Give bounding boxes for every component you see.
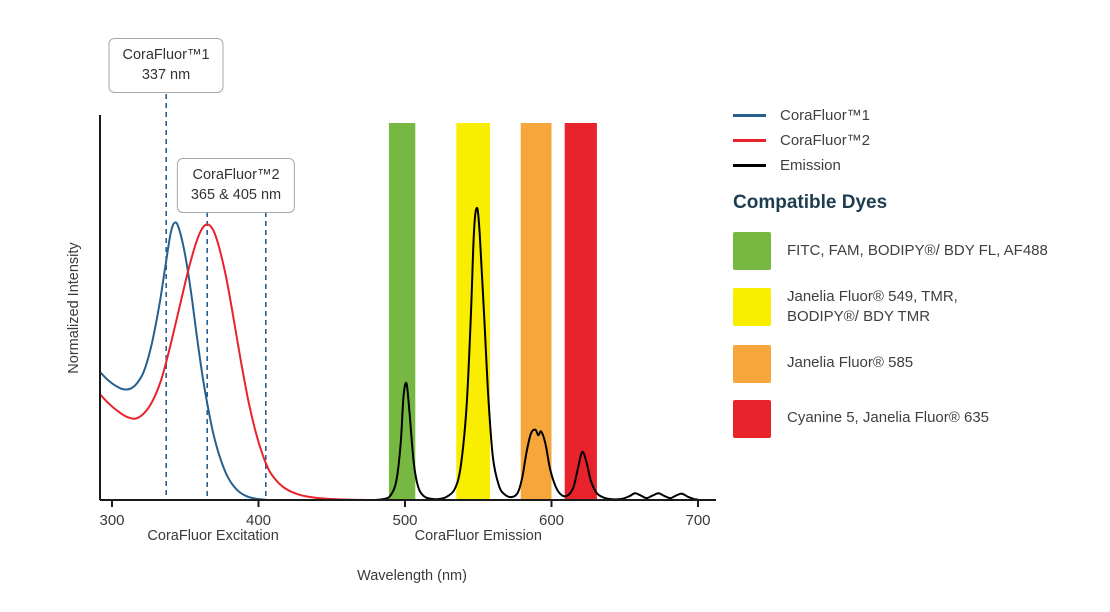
curve-excitation-corafluor2 bbox=[99, 223, 369, 501]
red-dye-swatch bbox=[733, 399, 771, 438]
legend-item-corafluor2: CoraFluor™2 bbox=[733, 131, 1101, 149]
filter-band-JF549-TMR-band bbox=[456, 123, 490, 500]
filter-band-JF585-band bbox=[520, 123, 552, 500]
corafluor2-line-swatch bbox=[733, 138, 766, 142]
dye-item-jf549: Janelia Fluor® 549, TMR, BODIPY®/ BDY TM… bbox=[733, 287, 1101, 328]
dye-item-cy5: Cyanine 5, Janelia Fluor® 635 bbox=[733, 399, 1101, 438]
callout-corafluor1-value: 337 nm bbox=[141, 67, 191, 84]
callout-corafluor2-value: 365 & 405 nm bbox=[190, 187, 282, 204]
compatible-dyes-heading: Compatible Dyes bbox=[733, 192, 888, 213]
filter-band-Cy5-JF635-band bbox=[564, 123, 597, 500]
dye-label-jf585: Janelia Fluor® 585 bbox=[787, 354, 914, 372]
callout-corafluor1-title: CoraFluor™1 bbox=[122, 47, 210, 63]
x-tick-label: 600 bbox=[539, 512, 564, 529]
green-dye-swatch bbox=[733, 232, 771, 270]
callout-corafluor1: CoraFluor™1 337 nm bbox=[108, 38, 224, 93]
dye-label-cy5: Cyanine 5, Janelia Fluor® 635 bbox=[787, 409, 990, 427]
orange-dye-swatch bbox=[733, 344, 771, 383]
emission-line-swatch bbox=[733, 163, 766, 167]
legend-series-list: CoraFluor™1 CoraFluor™2 Emission bbox=[733, 106, 1101, 174]
legend-item-corafluor1: CoraFluor™1 bbox=[733, 106, 1101, 124]
x-tick-label: 400 bbox=[246, 512, 271, 529]
legend-item-emission: Emission bbox=[733, 156, 1101, 174]
y-axis-title: Normalized Intensity bbox=[66, 242, 82, 374]
x-tick-label: 300 bbox=[99, 512, 124, 529]
dye-label-jf549: Janelia Fluor® 549, TMR, BODIPY®/ BDY TM… bbox=[787, 288, 958, 326]
callout-corafluor2: CoraFluor™2 365 & 405 nm bbox=[176, 158, 296, 213]
legend-label-corafluor1: CoraFluor™1 bbox=[780, 106, 871, 124]
legend-panel: CoraFluor™1 CoraFluor™2 Emission Compati… bbox=[733, 107, 1101, 455]
legend-label-emission: Emission bbox=[780, 156, 841, 174]
axis-section-label-0: CoraFluor Excitation bbox=[147, 528, 278, 544]
axis-section-label-1: CoraFluor Emission bbox=[415, 528, 542, 544]
x-tick-label: 700 bbox=[685, 512, 710, 529]
yellow-dye-swatch bbox=[733, 288, 771, 327]
curve-excitation-corafluor1 bbox=[99, 221, 268, 501]
x-axis-title: Wavelength (nm) bbox=[357, 568, 467, 584]
callout-corafluor2-title: CoraFluor™2 bbox=[192, 167, 280, 183]
legend-label-corafluor2: CoraFluor™2 bbox=[780, 131, 871, 149]
corafluor1-line-swatch bbox=[733, 113, 766, 117]
dye-item-jf585: Janelia Fluor® 585 bbox=[733, 344, 1101, 383]
dye-label-fitc: FITC, FAM, BODIPY®/ BDY FL, AF488 bbox=[787, 241, 1048, 259]
dye-item-fitc: FITC, FAM, BODIPY®/ BDY FL, AF488 bbox=[733, 232, 1101, 270]
x-tick-label: 500 bbox=[392, 512, 417, 529]
curve-emission-emission bbox=[374, 206, 699, 501]
